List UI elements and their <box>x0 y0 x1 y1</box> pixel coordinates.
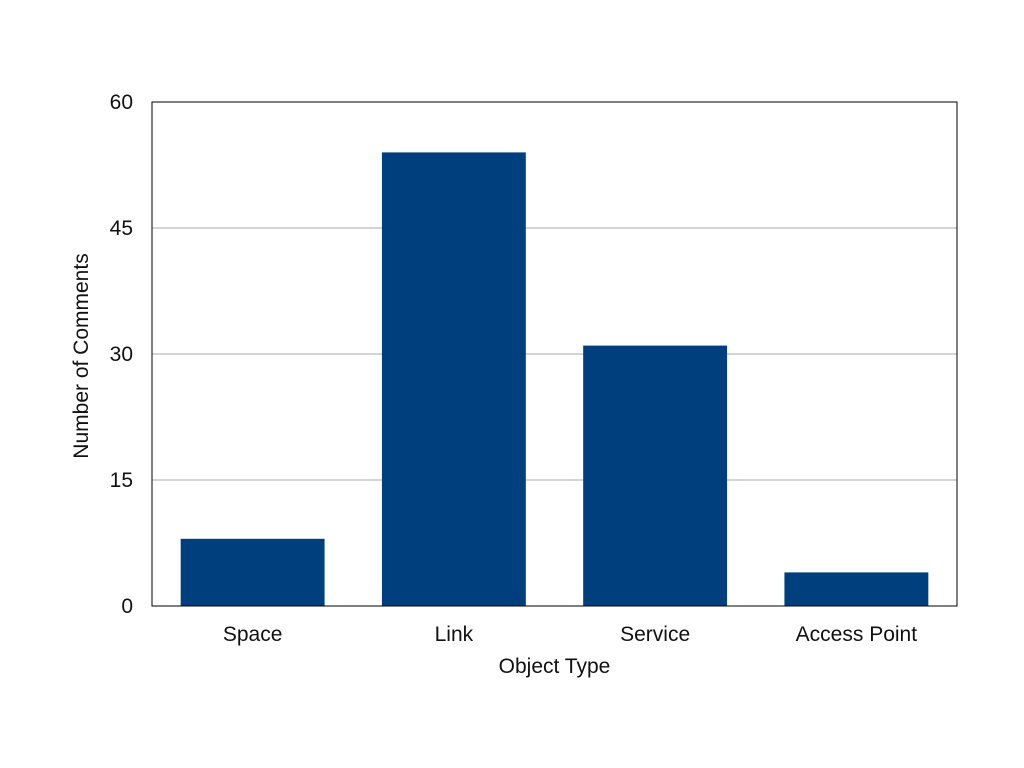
x-axis-title: Object Type <box>499 655 611 678</box>
bar-service <box>583 345 728 606</box>
grid-lines <box>152 227 957 481</box>
x-tick-label: Access Point <box>796 623 918 646</box>
y-tick-label: 15 <box>110 469 133 492</box>
y-axis-title: Number of Comments <box>70 253 93 458</box>
x-tick-label: Link <box>435 623 474 646</box>
y-tick-label: 30 <box>110 343 133 366</box>
x-tick-label: Service <box>620 623 690 646</box>
y-tick-label: 60 <box>110 91 133 114</box>
plot-frame <box>151 101 958 607</box>
x-tick-label: Space <box>223 623 283 646</box>
bars <box>180 152 929 606</box>
y-tick-label: 0 <box>121 595 133 618</box>
bar-link <box>381 152 526 606</box>
y-tick-label: 45 <box>110 217 133 240</box>
x-tick-labels: Space Link Service Access Point <box>223 623 917 646</box>
bar-space <box>180 538 325 606</box>
y-tick-labels: 0 15 30 45 60 <box>110 91 133 618</box>
bar-access-point <box>784 572 929 606</box>
